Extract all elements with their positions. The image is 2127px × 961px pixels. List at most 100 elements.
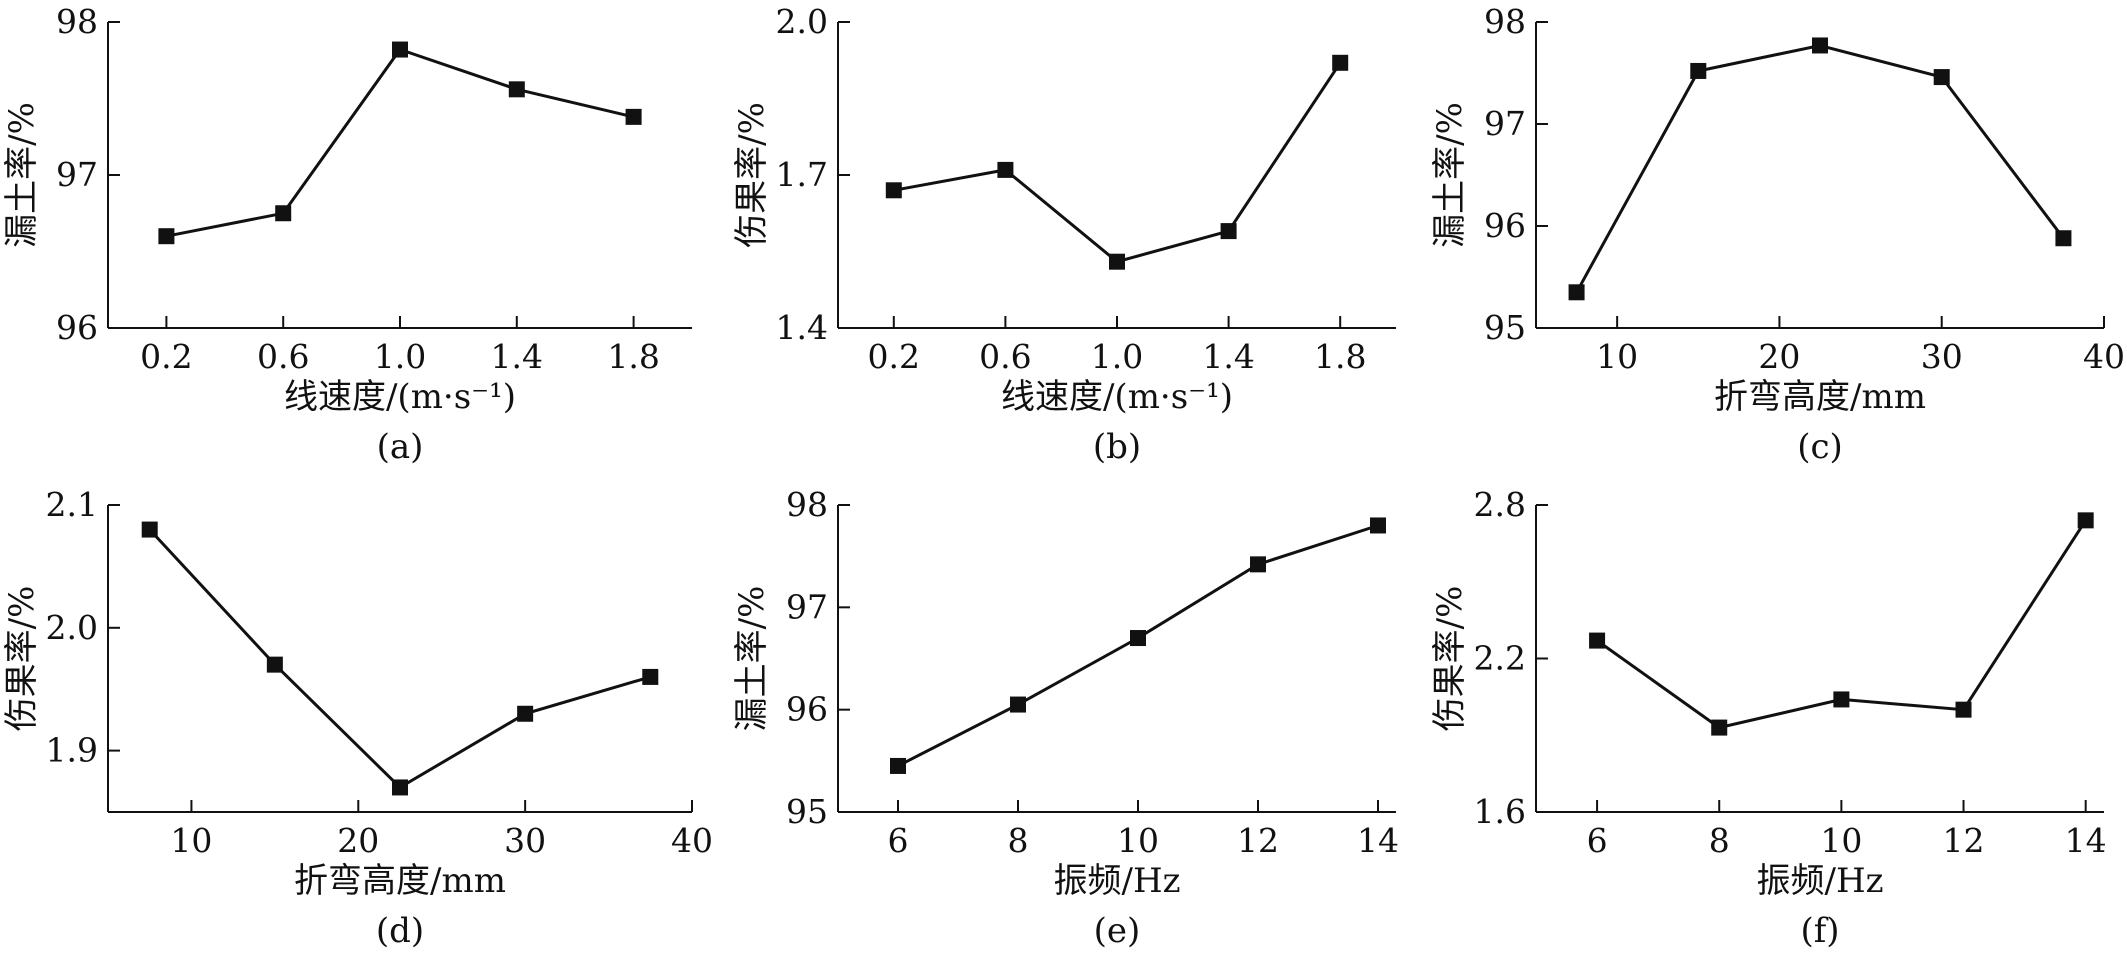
- data-point-marker: [1010, 696, 1026, 713]
- x-tick-label: 0.6: [257, 337, 309, 376]
- x-tick-label: 30: [504, 821, 546, 860]
- data-point-marker: [1220, 223, 1237, 240]
- data-point-marker: [266, 656, 283, 673]
- y-tick-label: 1.4: [776, 308, 828, 347]
- x-tick-label: 0.2: [868, 337, 920, 376]
- data-point-marker: [1812, 37, 1828, 54]
- y-tick-label: 2.0: [46, 608, 98, 647]
- data-point-marker: [141, 521, 158, 538]
- y-tick-label: 97: [1484, 104, 1526, 143]
- x-tick-label: 1.8: [1314, 337, 1366, 376]
- series-line: [893, 61, 1342, 264]
- x-axis-title: 振频/Hz: [1053, 861, 1180, 901]
- y-tick-label: 2.2: [1474, 639, 1526, 678]
- y-axis-title: 伤果率/%: [2, 586, 42, 732]
- data-point-marker: [1250, 556, 1266, 573]
- x-tick-label: 14: [1357, 821, 1399, 860]
- panel-f: 1.6 2.2 2.8 6 8 10 12 14 振频/Hz 伤果率/% (f): [1430, 485, 2107, 951]
- x-tick-label: 40: [2083, 337, 2125, 376]
- x-tick-label: 12: [1943, 821, 1985, 860]
- panel-e: 95 96 97 98 6 8 10 12 14 振频/Hz 漏土率/% (e): [732, 485, 1399, 951]
- data-point-marker: [1568, 284, 1585, 301]
- y-tick-label: 95: [786, 792, 828, 831]
- panel-c: 95 96 97 98 10 20 30 40 折弯高度/mm 漏土率/% (c): [1430, 2, 2125, 467]
- data-point-marker: [642, 668, 659, 685]
- x-tick-label: 1.4: [491, 337, 543, 376]
- x-axis-title: 折弯高度/mm: [1714, 377, 1926, 417]
- y-axis-title: 漏土率/%: [1430, 102, 1470, 248]
- x-tick-label: 1.0: [1091, 337, 1143, 376]
- x-tick-label: 14: [2065, 821, 2107, 860]
- data-point-marker: [1690, 62, 1707, 79]
- x-tick-label: 10: [1596, 337, 1638, 376]
- y-tick-label: 2.0: [776, 2, 828, 41]
- x-tick-label: 8: [1008, 821, 1029, 860]
- x-tick-label: 10: [170, 821, 212, 860]
- panel-b: 1.4 1.7 2.0 0.2 0.6 1.0 1.4 1.8 线速度/(m·s⁻¹) 伤果率/%…: [732, 2, 1396, 467]
- data-point-marker: [1370, 517, 1386, 534]
- y-tick-label: 98: [1484, 2, 1526, 41]
- y-tick-label: 95: [1484, 308, 1526, 347]
- data-point-marker: [1933, 69, 1950, 86]
- data-point-marker: [1711, 719, 1728, 736]
- y-tick-label: 96: [786, 690, 828, 729]
- x-axis-title: 折弯高度/mm: [294, 861, 506, 901]
- data-point-marker: [2055, 230, 2072, 247]
- panel-label: (d): [376, 911, 424, 951]
- panel-label: (c): [1797, 427, 1843, 467]
- y-axis-title: 伤果率/%: [1430, 586, 1470, 732]
- y-tick-label: 97: [56, 155, 98, 194]
- x-tick-label: 1.4: [1202, 337, 1254, 376]
- panel-label: (b): [1093, 427, 1141, 467]
- y-tick-label: 2.8: [1474, 485, 1526, 524]
- y-tick-label: 1.9: [46, 731, 98, 770]
- panel-label: (f): [1800, 911, 1839, 951]
- data-point-marker: [392, 41, 408, 58]
- series-line: [148, 528, 651, 790]
- series-line: [166, 47, 634, 238]
- y-tick-label: 2.1: [46, 485, 98, 524]
- data-point-marker: [158, 228, 175, 245]
- x-tick-label: 30: [1921, 337, 1963, 376]
- data-point-marker: [1130, 630, 1146, 647]
- x-tick-label: 10: [1820, 821, 1862, 860]
- y-tick-label: 96: [1484, 206, 1526, 245]
- data-point-marker: [1833, 691, 1850, 708]
- data-point-marker: [2077, 512, 2094, 529]
- data-point-marker: [1109, 253, 1125, 270]
- y-tick-label: 97: [786, 587, 828, 626]
- y-tick-label: 98: [786, 485, 828, 524]
- y-tick-label: 1.7: [776, 155, 828, 194]
- data-point-marker: [1955, 701, 1972, 718]
- x-axis-title: 线速度/(m·s⁻¹): [284, 377, 516, 417]
- x-tick-label: 10: [1117, 821, 1159, 860]
- x-tick-label: 0.2: [140, 337, 192, 376]
- y-tick-label: 96: [56, 308, 98, 347]
- data-point-marker: [885, 182, 902, 199]
- panel-label: (a): [377, 427, 424, 467]
- data-point-marker: [997, 161, 1014, 178]
- y-axis-title: 漏土率/%: [2, 102, 42, 248]
- data-point-marker: [508, 81, 525, 98]
- data-point-marker: [275, 205, 292, 222]
- x-tick-label: 0.6: [979, 337, 1031, 376]
- x-tick-label: 1.0: [374, 337, 426, 376]
- data-point-marker: [625, 108, 642, 125]
- x-tick-label: 8: [1709, 821, 1730, 860]
- x-tick-label: 20: [337, 821, 379, 860]
- data-point-marker: [517, 705, 534, 722]
- data-point-marker: [890, 757, 906, 774]
- y-axis-title: 伤果率/%: [732, 102, 772, 248]
- y-tick-label: 98: [56, 2, 98, 41]
- data-point-marker: [392, 779, 408, 796]
- x-axis-title: 振频/Hz: [1756, 861, 1883, 901]
- y-axis-title: 漏土率/%: [732, 586, 772, 732]
- panel-label: (e): [1094, 911, 1141, 951]
- data-point-marker: [1589, 632, 1606, 649]
- x-tick-label: 6: [888, 821, 909, 860]
- series-line: [1575, 43, 2065, 294]
- panel-d: 1.9 2.0 2.1 10 20 30 40 折弯高度/mm 伤果率/% (d): [2, 485, 713, 951]
- panel-a: 96 97 98 0.2 0.6 1.0 1.4 1.8 线速度/(m·s⁻¹) 漏土率/% (a): [2, 2, 692, 467]
- x-tick-label: 40: [671, 821, 713, 860]
